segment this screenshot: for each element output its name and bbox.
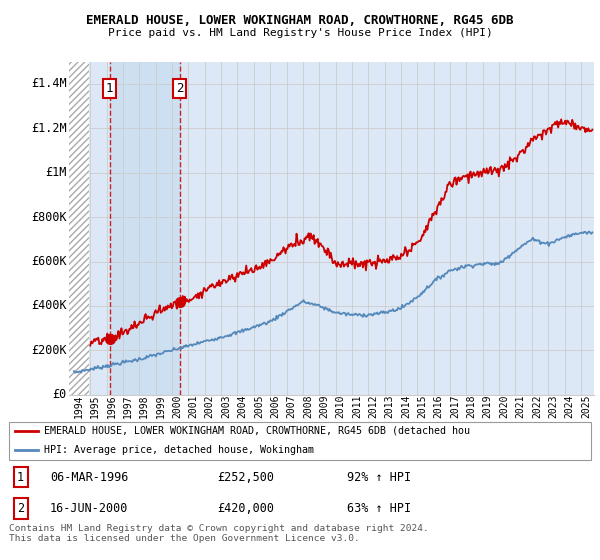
Text: £600K: £600K xyxy=(31,255,67,268)
Text: 06-MAR-1996: 06-MAR-1996 xyxy=(50,470,128,484)
Text: 2005: 2005 xyxy=(254,395,264,418)
Text: £420,000: £420,000 xyxy=(218,502,275,515)
Text: 2025: 2025 xyxy=(581,395,591,418)
Text: 1995: 1995 xyxy=(90,395,100,418)
Text: 2017: 2017 xyxy=(450,395,460,418)
Text: 2018: 2018 xyxy=(466,395,476,418)
Text: 2011: 2011 xyxy=(352,395,362,418)
Text: 2013: 2013 xyxy=(385,395,395,418)
Text: 1994: 1994 xyxy=(74,395,84,418)
Text: £1.2M: £1.2M xyxy=(31,122,67,135)
Text: HPI: Average price, detached house, Wokingham: HPI: Average price, detached house, Woki… xyxy=(44,445,314,455)
Text: £0: £0 xyxy=(52,388,67,402)
Text: 1998: 1998 xyxy=(139,395,149,418)
Text: £1M: £1M xyxy=(45,166,67,179)
Text: 16-JUN-2000: 16-JUN-2000 xyxy=(50,502,128,515)
Text: 1997: 1997 xyxy=(123,395,133,418)
Text: 2004: 2004 xyxy=(238,395,247,418)
Text: 2016: 2016 xyxy=(434,395,444,418)
Text: 2007: 2007 xyxy=(287,395,296,418)
Text: £1.4M: £1.4M xyxy=(31,77,67,90)
Text: 2019: 2019 xyxy=(483,395,493,418)
Text: 2002: 2002 xyxy=(205,395,215,418)
Text: EMERALD HOUSE, LOWER WOKINGHAM ROAD, CROWTHORNE, RG45 6DB (detached hou: EMERALD HOUSE, LOWER WOKINGHAM ROAD, CRO… xyxy=(44,426,470,436)
Text: 1999: 1999 xyxy=(155,395,166,418)
Text: 1996: 1996 xyxy=(107,395,116,418)
Bar xyxy=(89,62,594,395)
Text: 2006: 2006 xyxy=(270,395,280,418)
Text: 2014: 2014 xyxy=(401,395,411,418)
Text: 2: 2 xyxy=(176,82,184,95)
Text: 2015: 2015 xyxy=(418,395,427,418)
Text: 92% ↑ HPI: 92% ↑ HPI xyxy=(347,470,411,484)
Text: 1: 1 xyxy=(106,82,113,95)
Text: 2020: 2020 xyxy=(499,395,509,418)
Text: 1: 1 xyxy=(17,470,24,484)
Text: 2023: 2023 xyxy=(548,395,558,418)
Text: 2001: 2001 xyxy=(188,395,199,418)
Text: 2022: 2022 xyxy=(532,395,542,418)
Text: 2008: 2008 xyxy=(303,395,313,418)
Text: 2024: 2024 xyxy=(565,395,575,418)
Text: Price paid vs. HM Land Registry's House Price Index (HPI): Price paid vs. HM Land Registry's House … xyxy=(107,28,493,38)
Text: 63% ↑ HPI: 63% ↑ HPI xyxy=(347,502,411,515)
Text: 2: 2 xyxy=(17,502,24,515)
Text: 2012: 2012 xyxy=(368,395,378,418)
Text: 2003: 2003 xyxy=(221,395,231,418)
Text: Contains HM Land Registry data © Crown copyright and database right 2024.
This d: Contains HM Land Registry data © Crown c… xyxy=(9,524,429,543)
Text: EMERALD HOUSE, LOWER WOKINGHAM ROAD, CROWTHORNE, RG45 6DB: EMERALD HOUSE, LOWER WOKINGHAM ROAD, CRO… xyxy=(86,14,514,27)
Text: £252,500: £252,500 xyxy=(218,470,275,484)
Text: £200K: £200K xyxy=(31,344,67,357)
Text: 2010: 2010 xyxy=(335,395,346,418)
Text: 2000: 2000 xyxy=(172,395,182,418)
Text: 2009: 2009 xyxy=(319,395,329,418)
Text: 2021: 2021 xyxy=(515,395,526,418)
Text: £400K: £400K xyxy=(31,300,67,312)
Bar xyxy=(69,62,89,395)
Text: £800K: £800K xyxy=(31,211,67,223)
Bar xyxy=(110,62,179,395)
